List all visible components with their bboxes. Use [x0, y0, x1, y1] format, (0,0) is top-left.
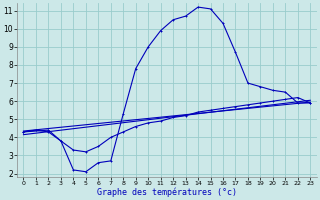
- X-axis label: Graphe des températures (°c): Graphe des températures (°c): [97, 187, 237, 197]
